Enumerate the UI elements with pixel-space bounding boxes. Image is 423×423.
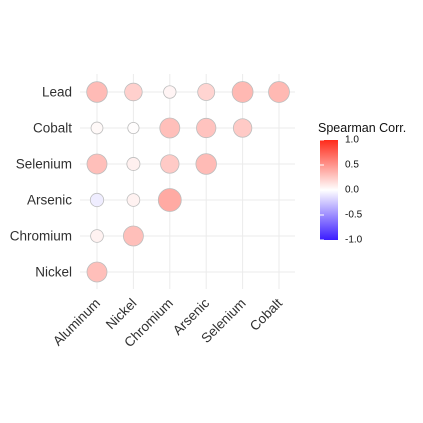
x-axis-tick-labels: Aluminum NickelChromiumArsenicSeleniumCob… <box>50 295 285 350</box>
x-tick-label: Aluminum <box>50 296 103 349</box>
x-tick-label: Cobalt <box>247 295 285 333</box>
legend-tick-label: 0.5 <box>345 160 359 171</box>
legend-colorbar <box>320 140 338 240</box>
correlation-bubble <box>122 225 144 247</box>
correlation-bubble <box>197 83 216 101</box>
correlation-bubble <box>159 117 181 139</box>
legend-tick-label: -0.5 <box>345 210 363 221</box>
correlation-bubble <box>163 85 177 99</box>
correlation-bubble <box>232 118 253 138</box>
grid-lines <box>80 74 295 289</box>
y-tick-label: Chromium <box>10 229 72 244</box>
legend-tick-label: 0.0 <box>345 185 359 196</box>
legend: Spearman Corr. 1.0 0.5 0.0 -0.5 -1.0 <box>318 121 406 246</box>
y-tick-label: Lead <box>42 85 72 100</box>
y-tick-label: Cobalt <box>33 121 72 136</box>
correlation-bubble <box>126 193 141 207</box>
correlation-bubble <box>231 81 254 103</box>
legend-title: Spearman Corr. <box>318 121 406 135</box>
correlation-bubble <box>160 154 180 174</box>
legend-tick-label: 1.0 <box>345 135 359 146</box>
correlation-bubble <box>86 81 108 103</box>
legend-tick-label: -1.0 <box>345 235 363 246</box>
y-tick-label: Nickel <box>35 265 72 280</box>
correlation-bubble <box>90 229 104 243</box>
correlation-bubble <box>268 81 290 103</box>
y-tick-label: Arsenic <box>27 193 72 208</box>
correlation-bubble <box>124 82 143 102</box>
correlation-bubble <box>86 153 108 175</box>
legend-ticks: 1.0 0.5 0.0 -0.5 -1.0 <box>320 135 363 246</box>
y-axis-tick-labels: Lead Cobalt Selenium Arsenic Chromium Nickel <box>10 85 73 280</box>
correlation-bubble <box>127 121 140 135</box>
correlation-bubble <box>196 117 217 139</box>
correlation-bubble <box>89 192 105 208</box>
correlation-cells <box>86 81 290 283</box>
y-tick-label: Selenium <box>16 157 72 172</box>
correlation-bubble <box>86 261 108 283</box>
correlation-bubble <box>126 157 141 171</box>
correlation-bubble <box>90 121 104 135</box>
correlation-bubble <box>195 153 217 175</box>
correlation-bubble <box>157 188 182 212</box>
